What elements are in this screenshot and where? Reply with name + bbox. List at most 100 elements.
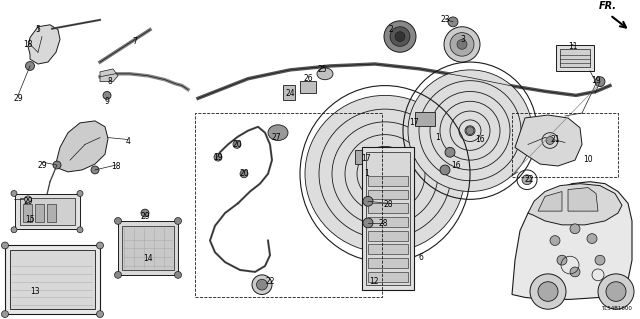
Circle shape <box>257 279 268 290</box>
Bar <box>368 217 408 227</box>
Text: 12: 12 <box>369 277 379 286</box>
Text: 22: 22 <box>524 175 534 184</box>
Bar <box>366 152 410 285</box>
Text: 17: 17 <box>361 154 371 163</box>
Circle shape <box>408 70 532 191</box>
Text: 25: 25 <box>317 65 327 74</box>
Polygon shape <box>528 184 622 225</box>
Circle shape <box>115 218 122 224</box>
Text: 19: 19 <box>213 153 223 162</box>
Text: 29: 29 <box>23 197 33 206</box>
Text: 23: 23 <box>440 15 450 24</box>
Circle shape <box>26 62 35 70</box>
Bar <box>20 198 75 225</box>
Polygon shape <box>568 188 598 211</box>
Circle shape <box>595 255 605 265</box>
Circle shape <box>97 242 104 249</box>
Text: 28: 28 <box>378 219 388 228</box>
Circle shape <box>466 127 474 135</box>
Circle shape <box>175 218 182 224</box>
Bar <box>368 272 408 282</box>
Text: 11: 11 <box>568 42 578 51</box>
Bar <box>556 45 594 71</box>
Circle shape <box>11 190 17 197</box>
Circle shape <box>595 77 605 86</box>
Circle shape <box>440 165 450 175</box>
Circle shape <box>390 27 410 46</box>
Text: 9: 9 <box>104 97 109 106</box>
Bar <box>368 231 408 241</box>
Circle shape <box>141 209 149 217</box>
Circle shape <box>369 158 401 189</box>
Bar <box>35 204 44 222</box>
Polygon shape <box>538 191 562 211</box>
Bar <box>283 85 295 100</box>
Polygon shape <box>515 115 582 166</box>
Circle shape <box>214 153 222 161</box>
Text: 8: 8 <box>108 77 113 86</box>
Bar <box>368 258 408 268</box>
Bar <box>23 204 32 222</box>
Text: 20: 20 <box>232 140 242 149</box>
Text: 10: 10 <box>583 155 593 164</box>
Text: 5: 5 <box>36 25 40 34</box>
Ellipse shape <box>268 125 288 140</box>
Circle shape <box>448 17 458 27</box>
Ellipse shape <box>317 68 333 80</box>
Circle shape <box>570 224 580 234</box>
Text: 2: 2 <box>388 25 394 34</box>
Circle shape <box>77 190 83 197</box>
Circle shape <box>1 311 8 317</box>
Bar <box>122 226 174 270</box>
Bar <box>368 203 408 213</box>
Text: 3: 3 <box>461 35 465 44</box>
Circle shape <box>570 267 580 277</box>
Text: 18: 18 <box>23 40 33 49</box>
Bar <box>560 49 590 67</box>
Circle shape <box>103 92 111 99</box>
Bar <box>355 150 375 164</box>
Polygon shape <box>512 182 632 300</box>
Text: 7: 7 <box>132 37 138 46</box>
Circle shape <box>77 227 83 233</box>
Polygon shape <box>28 25 60 64</box>
Circle shape <box>233 140 241 148</box>
Bar <box>47 204 56 222</box>
Circle shape <box>450 33 474 56</box>
Circle shape <box>115 271 122 278</box>
Circle shape <box>24 196 31 203</box>
Text: 20: 20 <box>239 169 249 178</box>
Text: 29: 29 <box>13 94 23 103</box>
Bar <box>15 195 80 229</box>
Circle shape <box>11 227 17 233</box>
Circle shape <box>457 40 467 49</box>
Circle shape <box>546 137 554 145</box>
Circle shape <box>252 275 272 294</box>
Circle shape <box>587 234 597 243</box>
Circle shape <box>380 169 390 179</box>
Text: FR.: FR. <box>599 1 617 11</box>
Text: 22: 22 <box>265 277 275 286</box>
Circle shape <box>557 255 567 265</box>
Text: 29: 29 <box>140 211 150 220</box>
Text: 29: 29 <box>37 160 47 169</box>
Circle shape <box>522 175 532 185</box>
Text: 16: 16 <box>475 135 485 144</box>
Text: 15: 15 <box>25 215 35 225</box>
Bar <box>10 250 95 309</box>
Bar <box>362 147 414 290</box>
Circle shape <box>363 218 373 228</box>
Text: 21: 21 <box>550 135 560 144</box>
Circle shape <box>305 95 465 252</box>
Text: 4: 4 <box>125 137 131 146</box>
Circle shape <box>97 311 104 317</box>
Bar <box>118 221 178 275</box>
Text: 17: 17 <box>409 118 419 127</box>
Circle shape <box>445 147 455 157</box>
Circle shape <box>240 170 248 178</box>
Bar <box>368 189 408 199</box>
Text: 19: 19 <box>591 76 601 85</box>
Text: 13: 13 <box>30 287 40 296</box>
Circle shape <box>1 242 8 249</box>
Circle shape <box>377 166 393 182</box>
